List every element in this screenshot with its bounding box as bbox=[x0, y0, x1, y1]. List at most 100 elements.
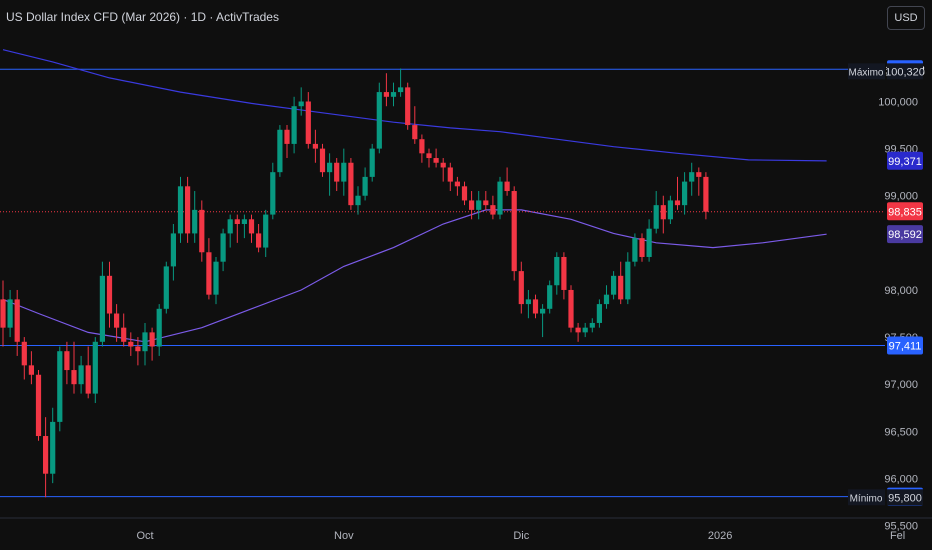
candle[interactable] bbox=[0, 280, 6, 347]
candle[interactable] bbox=[554, 252, 560, 295]
candle[interactable] bbox=[319, 143, 326, 177]
candle[interactable] bbox=[596, 299, 602, 328]
candle[interactable] bbox=[639, 233, 645, 262]
candle[interactable] bbox=[284, 125, 290, 159]
candle[interactable] bbox=[454, 176, 460, 196]
candle[interactable] bbox=[369, 143, 375, 182]
candle[interactable] bbox=[185, 176, 191, 243]
candle[interactable] bbox=[334, 158, 340, 192]
candle[interactable] bbox=[469, 191, 475, 220]
candle[interactable] bbox=[667, 195, 673, 224]
candle[interactable] bbox=[270, 162, 276, 220]
currency-button[interactable]: USD bbox=[887, 6, 925, 30]
candle[interactable] bbox=[71, 341, 77, 394]
candle[interactable] bbox=[412, 106, 418, 144]
candle[interactable] bbox=[298, 87, 304, 116]
candle[interactable] bbox=[227, 214, 233, 248]
candle[interactable] bbox=[156, 304, 162, 356]
candle[interactable] bbox=[426, 148, 432, 168]
candle[interactable] bbox=[674, 176, 681, 210]
candle[interactable] bbox=[256, 224, 262, 253]
candle[interactable] bbox=[383, 73, 389, 107]
candle[interactable] bbox=[525, 289, 531, 319]
candle[interactable] bbox=[92, 337, 98, 404]
candle[interactable] bbox=[85, 346, 91, 399]
candle[interactable] bbox=[447, 162, 453, 192]
candle[interactable] bbox=[199, 200, 205, 262]
candle[interactable] bbox=[135, 337, 141, 366]
candle[interactable] bbox=[312, 129, 318, 163]
candle[interactable] bbox=[376, 82, 382, 154]
candle[interactable] bbox=[248, 214, 255, 243]
candle[interactable] bbox=[21, 337, 27, 380]
candle[interactable] bbox=[547, 280, 553, 314]
candle[interactable] bbox=[149, 327, 155, 361]
candle[interactable] bbox=[518, 261, 524, 314]
candle[interactable] bbox=[419, 134, 425, 163]
candle[interactable] bbox=[177, 176, 184, 243]
candle[interactable] bbox=[611, 271, 617, 300]
candle[interactable] bbox=[504, 167, 510, 196]
candle[interactable] bbox=[405, 82, 411, 130]
candle[interactable] bbox=[398, 68, 404, 97]
candle[interactable] bbox=[660, 195, 666, 234]
candle[interactable] bbox=[390, 82, 397, 107]
candle[interactable] bbox=[14, 289, 20, 356]
candle[interactable] bbox=[476, 191, 482, 220]
candle[interactable] bbox=[213, 256, 219, 305]
candle[interactable] bbox=[355, 186, 361, 215]
candle[interactable] bbox=[78, 355, 84, 394]
candle[interactable] bbox=[511, 186, 517, 281]
candle[interactable] bbox=[362, 167, 368, 201]
candle[interactable] bbox=[646, 219, 652, 262]
candle[interactable] bbox=[632, 233, 638, 267]
candle[interactable] bbox=[689, 162, 695, 196]
candle[interactable] bbox=[625, 252, 631, 305]
candle[interactable] bbox=[532, 294, 539, 319]
candle[interactable] bbox=[234, 214, 240, 243]
candle[interactable] bbox=[7, 289, 13, 338]
candle[interactable] bbox=[327, 153, 333, 196]
candle[interactable] bbox=[653, 191, 659, 234]
candle[interactable] bbox=[703, 172, 709, 220]
candle[interactable] bbox=[57, 346, 63, 432]
candle[interactable] bbox=[64, 341, 70, 385]
candle[interactable] bbox=[142, 322, 148, 366]
candle[interactable] bbox=[206, 238, 212, 300]
candle[interactable] bbox=[50, 407, 56, 484]
moving-average-fast[interactable] bbox=[2, 209, 827, 343]
candle[interactable] bbox=[305, 92, 311, 149]
candle[interactable] bbox=[128, 332, 134, 356]
candle[interactable] bbox=[575, 322, 581, 342]
candle[interactable] bbox=[263, 209, 269, 257]
candle[interactable] bbox=[440, 158, 446, 182]
candle[interactable] bbox=[497, 176, 503, 220]
candle[interactable] bbox=[618, 261, 624, 305]
candle[interactable] bbox=[461, 181, 468, 206]
candle[interactable] bbox=[589, 318, 595, 333]
candle[interactable] bbox=[163, 261, 169, 314]
candle[interactable] bbox=[114, 304, 120, 342]
candle[interactable] bbox=[682, 172, 688, 215]
candle[interactable] bbox=[35, 370, 42, 441]
candle[interactable] bbox=[28, 351, 34, 385]
candle[interactable] bbox=[241, 214, 247, 239]
candle[interactable] bbox=[603, 285, 610, 309]
candle[interactable] bbox=[106, 261, 113, 328]
candle[interactable] bbox=[291, 96, 297, 154]
candle[interactable] bbox=[561, 252, 567, 300]
candle[interactable] bbox=[696, 167, 702, 196]
moving-average-slow[interactable] bbox=[2, 49, 827, 162]
candle[interactable] bbox=[277, 125, 283, 177]
candle[interactable] bbox=[348, 158, 354, 210]
candle[interactable] bbox=[170, 224, 176, 281]
candle[interactable] bbox=[433, 148, 439, 168]
candle[interactable] bbox=[121, 313, 127, 347]
candle[interactable] bbox=[220, 228, 226, 272]
candle[interactable] bbox=[568, 285, 574, 333]
candle[interactable] bbox=[540, 304, 546, 338]
candle[interactable] bbox=[192, 191, 198, 243]
candle[interactable] bbox=[341, 148, 347, 196]
candle[interactable] bbox=[582, 322, 588, 338]
